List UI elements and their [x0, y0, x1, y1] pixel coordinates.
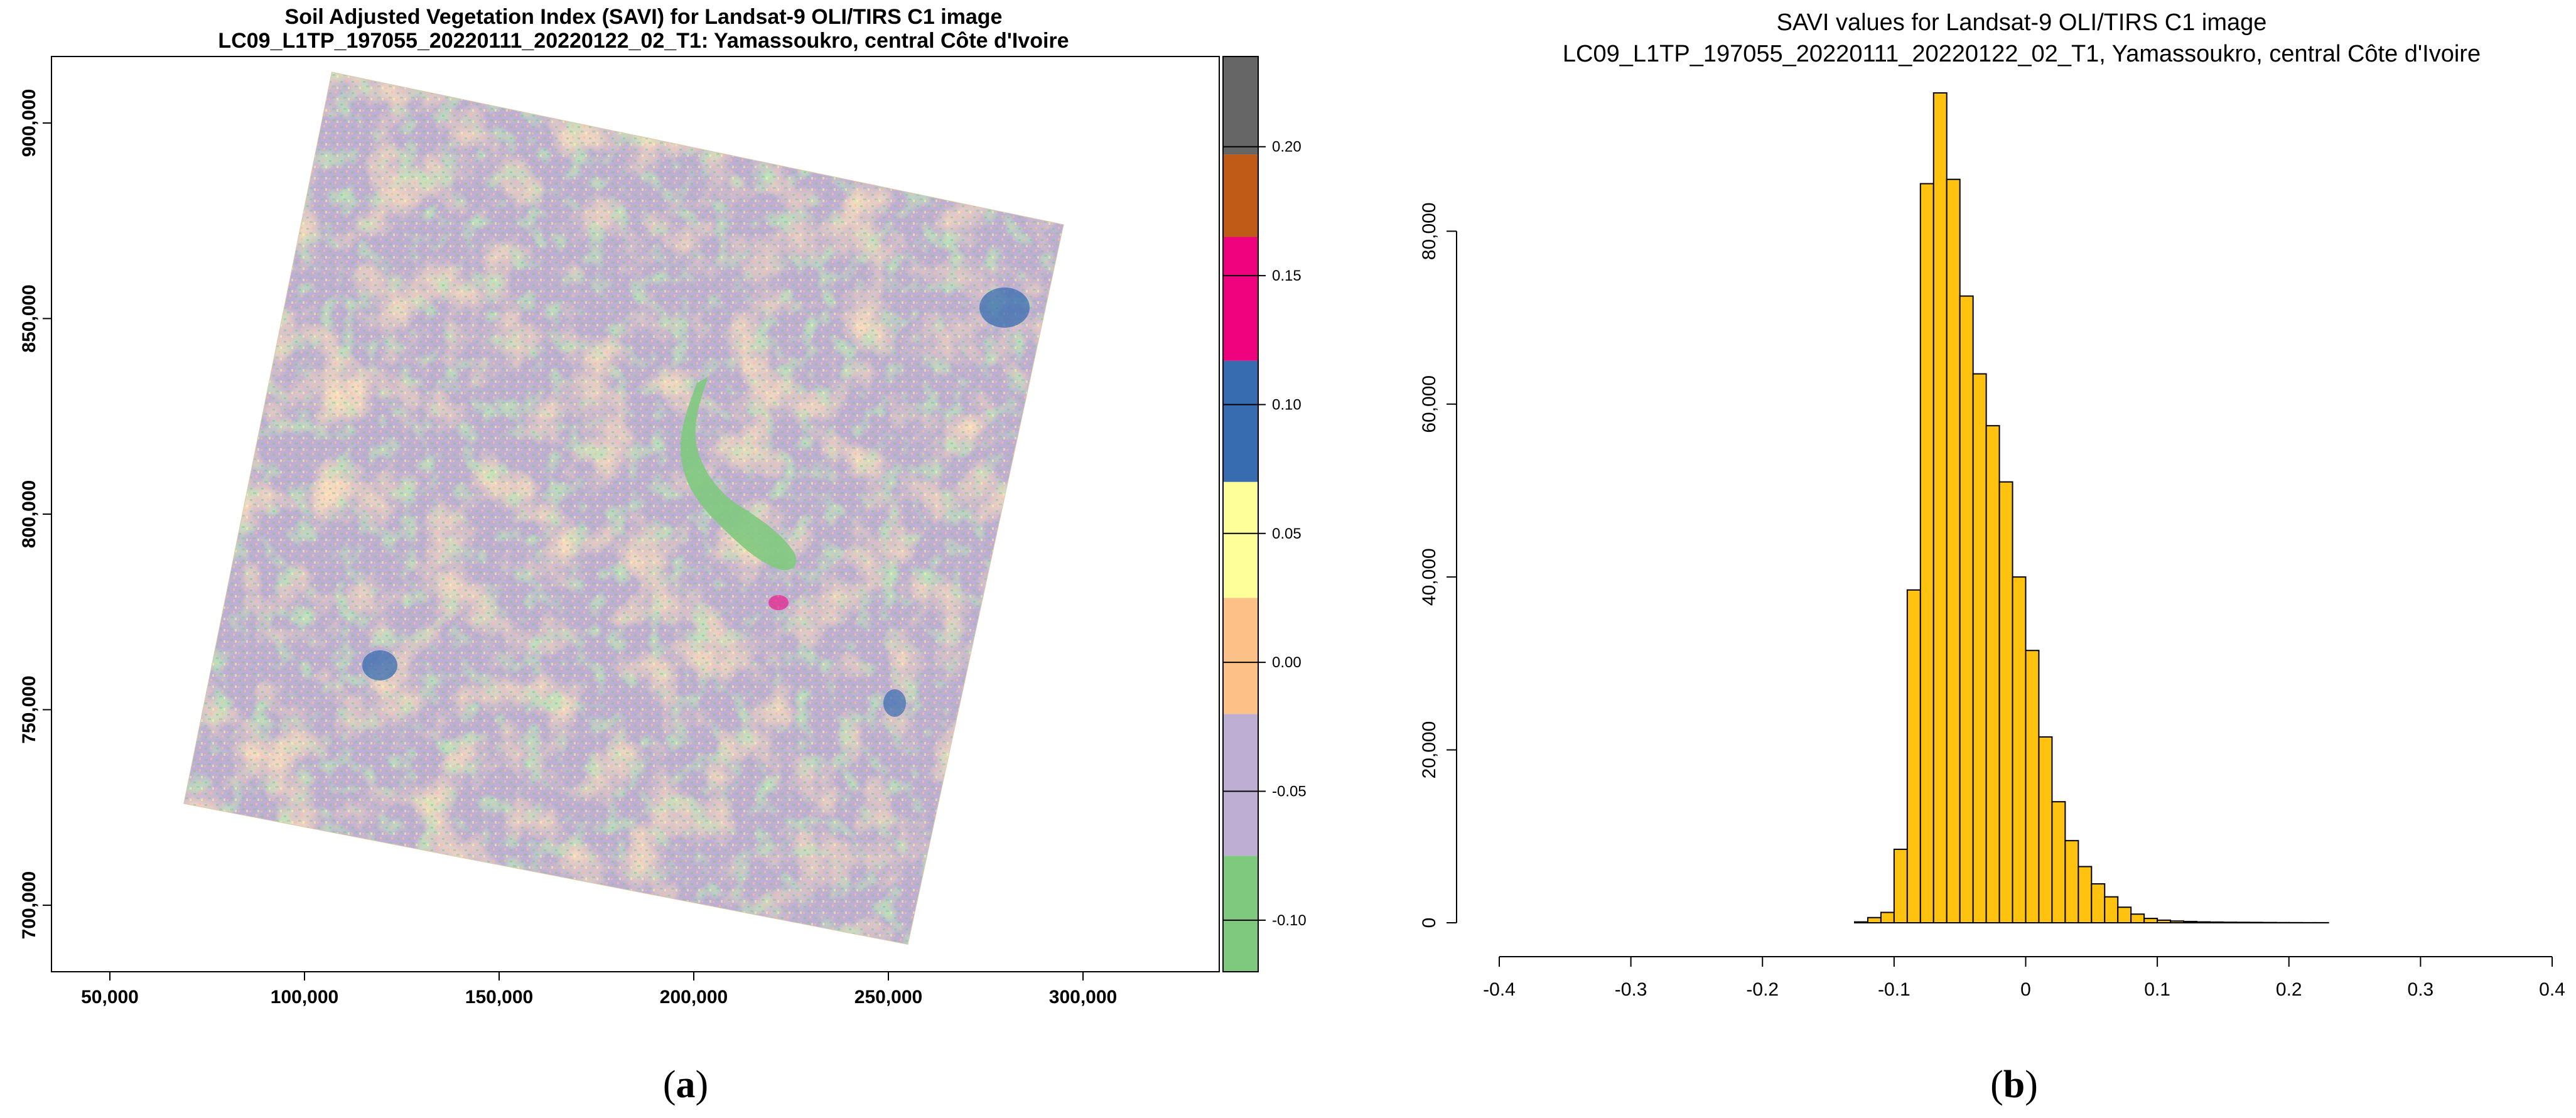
- map-subtitle: LC09_L1TP_197055_20220111_20220122_02_T1…: [218, 29, 1069, 53]
- map-y-axis: 700,000 750,000 800,000 850,000 900,000: [19, 89, 51, 939]
- colorbar-swatch: [1223, 154, 1258, 237]
- map-x-tick-label: 200,000: [660, 987, 728, 1008]
- histogram-bar: [2183, 920, 2198, 923]
- histogram-bar: [1998, 481, 2013, 923]
- colorbar-swatch: [1223, 237, 1258, 361]
- histogram-bar: [1919, 183, 1934, 923]
- colorbar-swatch: [1223, 856, 1258, 972]
- histogram-bar: [2025, 650, 2040, 923]
- map-y-tick-label: 900,000: [19, 89, 40, 157]
- histogram-bar: [2104, 896, 2119, 923]
- histogram-bar: [1906, 589, 1921, 923]
- histogram-title: SAVI values for Landsat-9 OLI/TIRS C1 im…: [1777, 9, 2267, 36]
- map-x-tick-label: 100,000: [271, 987, 338, 1008]
- colorbar-swatch: [1223, 598, 1258, 714]
- histogram-x-tick-label: 0.2: [2276, 979, 2302, 1000]
- urban-patch-north: [505, 89, 543, 109]
- histogram-y-tick-label: 80,000: [1419, 202, 1440, 260]
- histogram-bar: [1853, 921, 1868, 924]
- histogram-bar: [2248, 922, 2263, 924]
- colorbar-tick-label: -0.05: [1272, 783, 1307, 800]
- histogram-bar: [2143, 918, 2158, 924]
- histogram-bar: [1867, 916, 1882, 924]
- histogram-y-tick-label: 40,000: [1419, 548, 1440, 606]
- histogram-bar: [1893, 848, 1908, 923]
- map-title: Soil Adjusted Vegetation Index (SAVI) fo…: [285, 5, 1003, 29]
- histogram-bar: [2064, 840, 2079, 924]
- colorbar-tick-label: 0.10: [1272, 396, 1301, 413]
- colorbar-tick-label: 0.05: [1272, 525, 1301, 542]
- colorbar-tick-label: 0.20: [1272, 139, 1301, 156]
- colorbar: -0.10 -0.05 0.00 0.05 0.10 0.15 0.20: [1222, 56, 1307, 972]
- map-x-tick-label: 250,000: [854, 987, 922, 1008]
- scene-outline: [183, 72, 1064, 945]
- histogram-x-tick-label: 0.3: [2408, 979, 2434, 1000]
- panel-label-b: (b): [1990, 1063, 2038, 1106]
- histogram-x-tick-label: 0: [2020, 979, 2031, 1000]
- colorbar-tick-label: -0.10: [1272, 912, 1307, 929]
- urban-patch-northeast: [979, 288, 1030, 328]
- histogram-bar: [2170, 920, 2185, 924]
- histogram-bar: [2038, 736, 2053, 924]
- histogram-bar: [2222, 922, 2237, 923]
- histogram-bar: [1880, 911, 1895, 923]
- histogram-bar: [2117, 906, 2132, 924]
- histogram-x-tick-label: 0.4: [2539, 979, 2565, 1000]
- map-x-tick-label: 150,000: [465, 987, 533, 1008]
- map-x-tick-label: 50,000: [81, 987, 139, 1008]
- panel-b: SAVI values for Landsat-9 OLI/TIRS C1 im…: [1419, 9, 2565, 1106]
- urban-patch-center: [768, 595, 789, 610]
- urban-patch-southeast: [883, 689, 906, 717]
- map-y-tick-label: 750,000: [19, 675, 40, 743]
- urban-patch-west: [362, 650, 397, 680]
- histogram-x-tick-label: -0.3: [1615, 979, 1647, 1000]
- map-y-tick-label: 850,000: [19, 284, 40, 352]
- histogram-y-tick-label: 0: [1419, 918, 1440, 928]
- histogram-bar: [1985, 425, 2000, 923]
- histogram-bar: [2078, 866, 2093, 924]
- satellite-scene: [183, 72, 1064, 945]
- histogram-bar: [1972, 373, 1987, 923]
- histogram-bar: [2012, 576, 2027, 923]
- histogram-y-axis: 0 20,000 40,000 60,000 80,000: [1419, 202, 1457, 928]
- panel-a: Soil Adjusted Vegetation Index (SAVI) fo…: [19, 5, 1307, 1106]
- histogram-bar: [2091, 883, 2106, 923]
- histogram-y-tick-label: 60,000: [1419, 375, 1440, 433]
- histogram-x-tick-label: -0.1: [1878, 979, 1910, 1000]
- histogram-bar: [2196, 921, 2211, 924]
- histogram-bar: [2157, 919, 2172, 924]
- colorbar-swatch: [1223, 360, 1258, 482]
- histogram-bar: [2209, 921, 2224, 923]
- map-y-tick-label: 700,000: [19, 871, 40, 939]
- histogram-bar: [2235, 922, 2250, 923]
- colorbar-frame: [1222, 56, 1259, 972]
- histogram-bar: [1932, 92, 1948, 923]
- histogram-x-tick-label: 0.1: [2144, 979, 2170, 1000]
- scene-texture: [183, 72, 1064, 945]
- map-x-tick-label: 300,000: [1049, 987, 1117, 1008]
- histogram-bar: [1946, 178, 1961, 923]
- histogram-x-axis: -0.4 -0.3 -0.2 -0.1 0 0.1 0.2 0.3 0.4: [1483, 956, 2565, 1000]
- histogram-x-tick-label: -0.4: [1483, 979, 1516, 1000]
- histogram-bars: [1853, 92, 2329, 924]
- histogram-subtitle: LC09_L1TP_197055_20220111_20220122_02_T1…: [1563, 41, 2481, 67]
- colorbar-tick-label: 0.15: [1272, 267, 1301, 284]
- panel-label-a: (a): [663, 1063, 708, 1106]
- histogram-y-tick-label: 20,000: [1419, 721, 1440, 779]
- colorbar-swatch: [1223, 56, 1258, 155]
- map-x-axis: 50,000 100,000 150,000 200,000 250,000 300,00…: [81, 972, 1117, 1008]
- histogram-bar: [2130, 913, 2145, 923]
- map-y-tick-label: 800,000: [19, 480, 40, 548]
- histogram-bar: [1959, 295, 1974, 924]
- colorbar-tick-label: 0.00: [1272, 654, 1301, 671]
- colorbar-swatch: [1223, 481, 1258, 598]
- histogram-x-tick-label: -0.2: [1746, 979, 1779, 1000]
- colorbar-swatch: [1223, 714, 1258, 856]
- histogram-bar: [2051, 801, 2066, 924]
- reservoir-lake: [681, 377, 797, 571]
